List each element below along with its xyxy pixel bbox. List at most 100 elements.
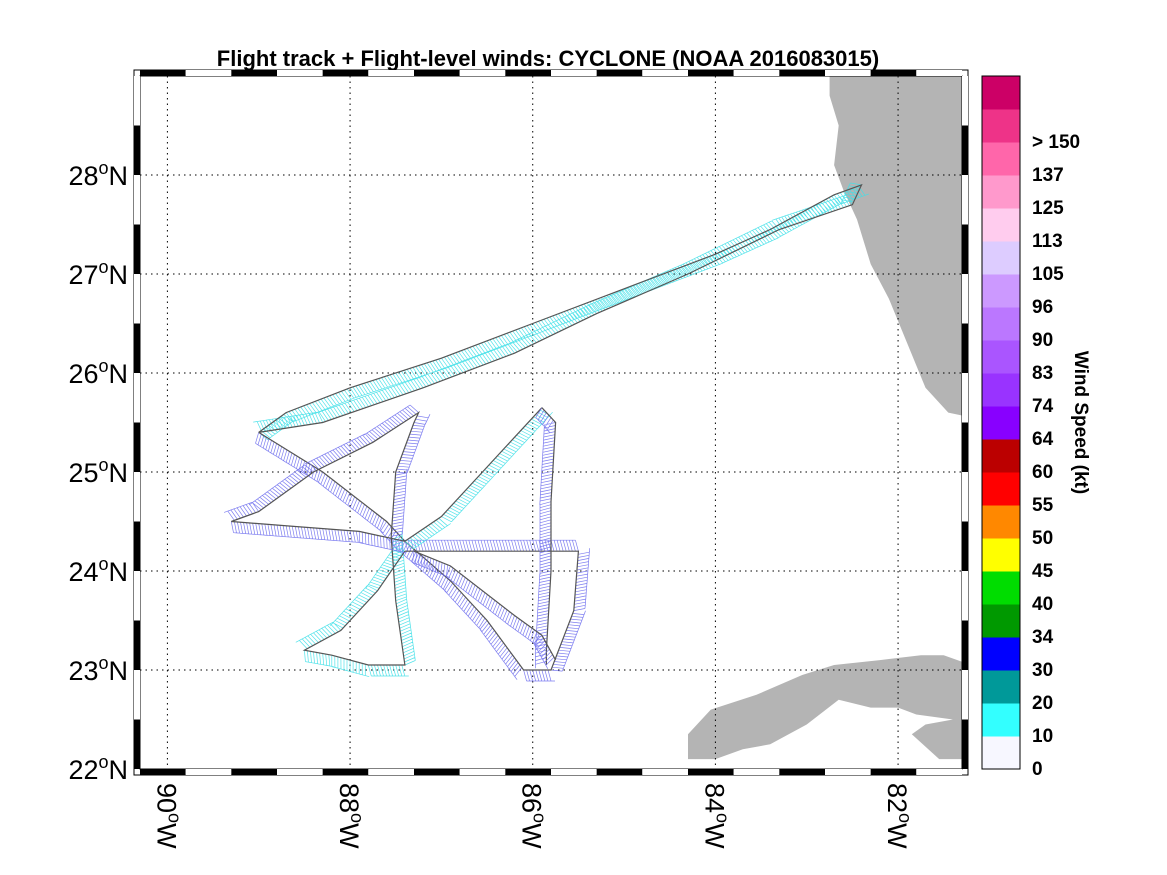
border-top-cell xyxy=(231,70,277,76)
border-bottom-cell xyxy=(916,769,962,775)
border-bottom-cell xyxy=(185,769,232,775)
map-checkered-border xyxy=(133,69,969,776)
border-top-cell xyxy=(779,70,825,76)
wind-barbs-0 xyxy=(253,182,869,440)
border-left-cell xyxy=(134,670,140,720)
border-bottom-cell xyxy=(825,769,871,775)
border-top-cell xyxy=(277,70,323,76)
lon-label-hem: W xyxy=(882,823,912,849)
border-right-cell xyxy=(962,323,968,373)
colorbar-tick-label: 90 xyxy=(1032,330,1053,351)
border-left-cell xyxy=(134,373,140,423)
border-bottom-cell xyxy=(414,769,460,775)
border-bottom-cell xyxy=(870,769,917,775)
border-right-cell xyxy=(962,620,968,670)
lon-label-hem: W xyxy=(151,823,181,849)
border-bottom-cell xyxy=(733,769,780,775)
lat-label-deg: 25 xyxy=(68,458,98,488)
border-bottom-cell xyxy=(551,769,597,775)
lon-label-86: 86oW xyxy=(517,783,550,849)
border-left-cell xyxy=(134,224,140,274)
lat-label-hem: N xyxy=(109,359,129,389)
flight-track-line-4 xyxy=(404,407,543,542)
figure-title: Flight track + Flight-level winds: CYCLO… xyxy=(217,46,879,71)
lon-label-deg: 84 xyxy=(699,783,729,813)
border-right-cell xyxy=(962,719,968,769)
wind-barbs-segment-0 xyxy=(253,182,869,440)
border-bottom-cell xyxy=(596,769,643,775)
lat-label-24: 24oN xyxy=(68,554,128,587)
lon-label-84: 84oW xyxy=(699,783,732,849)
lon-label-90: 90oW xyxy=(151,783,184,849)
border-bottom-cell xyxy=(779,769,825,775)
colorbar-tick-label: 96 xyxy=(1032,297,1053,318)
border-top-cell xyxy=(642,70,688,76)
land-polygon-1 xyxy=(688,655,962,760)
colorbar-swatch xyxy=(982,340,1020,374)
lat-label-26: 26oN xyxy=(68,356,128,389)
lat-label-deg: 24 xyxy=(68,557,98,587)
lat-label-deg: 27 xyxy=(68,260,98,290)
border-top-cell xyxy=(459,70,506,76)
border-top-cell xyxy=(688,70,734,76)
colorbar-tick-label: 55 xyxy=(1032,495,1054,516)
colorbar-swatch xyxy=(982,208,1020,242)
colorbar-swatch xyxy=(982,109,1020,143)
border-bottom-cell xyxy=(277,769,323,775)
border-left-cell xyxy=(134,719,140,769)
colorbar-swatch xyxy=(982,538,1020,572)
colorbar-tick-label: 64 xyxy=(1032,429,1054,450)
lon-label-deg: 90 xyxy=(151,783,181,813)
colorbar-swatch xyxy=(982,604,1020,638)
colorbar-swatch xyxy=(982,571,1020,605)
colorbar-tick-label: 125 xyxy=(1032,198,1064,219)
border-right-cell xyxy=(962,373,968,423)
border-top-cell xyxy=(870,70,917,76)
colorbar-tick-label: 74 xyxy=(1032,396,1054,417)
lat-label-degree-symbol: o xyxy=(98,158,108,178)
border-left-cell xyxy=(134,76,140,126)
wind-barbs-6 xyxy=(412,551,555,669)
colorbar-tick-label: 105 xyxy=(1032,264,1064,285)
colorbar-swatch xyxy=(982,406,1020,440)
border-bottom-cell xyxy=(140,769,186,775)
wind-barbs-3 xyxy=(223,404,431,554)
lat-label-hem: N xyxy=(109,755,129,785)
colorbar-swatch xyxy=(982,142,1020,176)
lat-label-hem: N xyxy=(109,161,129,191)
wind-barbs-segment-6 xyxy=(412,551,555,669)
border-right-cell xyxy=(962,224,968,274)
lat-label-28: 28oN xyxy=(68,158,128,191)
wind-barbs-1 xyxy=(255,432,591,682)
colorbar: 0 10 20 30 34 40 45 50 55 60 64 74 83 90 96 105 113 125 13… xyxy=(981,75,1080,780)
lon-label-degree-symbol: o xyxy=(895,813,915,823)
colorbar-swatch xyxy=(982,670,1020,704)
lat-label-degree-symbol: o xyxy=(98,455,108,475)
border-right-cell xyxy=(962,472,968,522)
wind-barbs-segment-4 xyxy=(404,409,553,549)
border-left-cell xyxy=(134,571,140,621)
border-right-cell xyxy=(962,521,968,571)
lat-label-hem: N xyxy=(109,656,129,686)
colorbar-tick-label: > 150 xyxy=(1032,132,1080,153)
border-bottom-cell xyxy=(368,769,414,775)
border-bottom-cell xyxy=(505,769,551,775)
lat-label-deg: 28 xyxy=(68,161,98,191)
colorbar-title: Wind Speed (kt) xyxy=(1070,351,1091,494)
border-top-cell xyxy=(414,70,460,76)
colorbar-swatch xyxy=(982,703,1020,737)
lat-label-degree-symbol: o xyxy=(98,752,108,772)
border-right-cell xyxy=(962,125,968,175)
border-right-cell xyxy=(962,670,968,720)
wind-barbs-segment-3 xyxy=(223,404,431,554)
border-top-cell xyxy=(825,70,871,76)
border-top-cell xyxy=(916,70,962,76)
border-left-cell xyxy=(134,472,140,522)
border-left-cell xyxy=(134,323,140,373)
lat-label-degree-symbol: o xyxy=(98,257,108,277)
colorbar-tick-label: 50 xyxy=(1032,528,1053,549)
colorbar-tick-label: 45 xyxy=(1032,561,1054,582)
colorbar-tick-label: 10 xyxy=(1032,726,1053,747)
flight-track-line-6 xyxy=(413,550,557,661)
border-right-cell xyxy=(962,76,968,126)
